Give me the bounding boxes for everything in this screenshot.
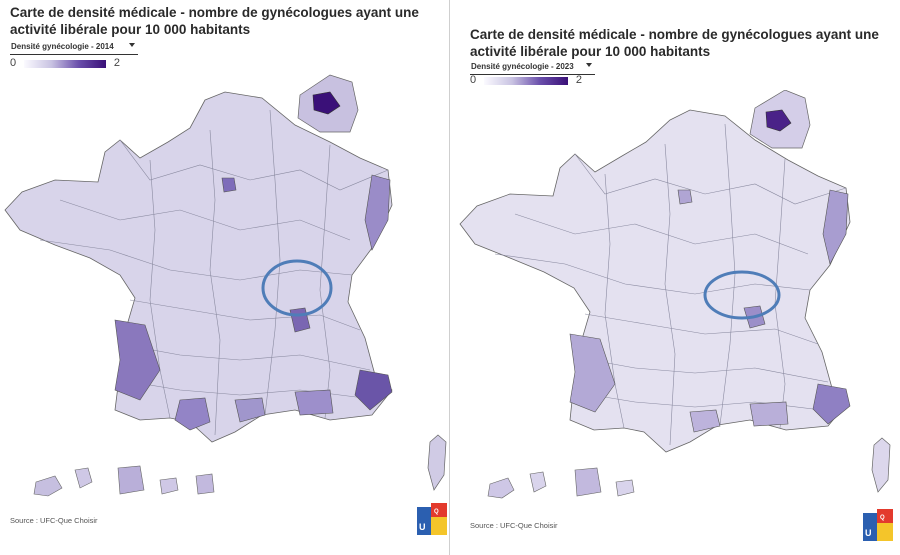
ufc-que-choisir-logo: U Q (417, 503, 447, 535)
legend-gradient-bar (484, 77, 568, 85)
svg-text:Q: Q (434, 509, 439, 515)
overseas-guyane[interactable] (117, 465, 145, 495)
region-paris-small[interactable] (677, 189, 693, 205)
legend-min-label: 0 (10, 57, 17, 69)
region-alpes-maritimes[interactable] (812, 383, 851, 425)
region-bas-rhin[interactable] (822, 189, 849, 265)
paris-region-dark[interactable] (312, 91, 341, 115)
region-herault[interactable] (234, 397, 266, 423)
corsica[interactable] (427, 434, 447, 491)
corsica[interactable] (871, 437, 891, 493)
dropdown-selected-value: Densité gynécologie - 2014 (11, 42, 114, 51)
legend-max-label: 2 (575, 74, 582, 86)
chevron-down-icon[interactable] (129, 43, 135, 47)
overseas-reunion[interactable] (615, 479, 635, 497)
highlight-circle (261, 259, 333, 317)
highlight-circle (703, 270, 781, 320)
region-gironde[interactable] (114, 319, 161, 401)
source-caption: Source : UFC-Que Choisir (10, 516, 98, 525)
svg-text:U: U (865, 528, 872, 538)
france-choropleth-map[interactable] (0, 70, 449, 510)
overseas-guadeloupe[interactable] (487, 477, 515, 499)
svg-text:U: U (419, 522, 426, 532)
overseas-mayotte[interactable] (195, 473, 215, 495)
overseas-martinique[interactable] (529, 471, 547, 493)
svg-text:Q: Q (880, 515, 885, 521)
region-paris-small[interactable] (221, 177, 237, 193)
paris-region-dark[interactable] (765, 109, 792, 132)
chevron-down-icon[interactable] (586, 63, 592, 67)
overseas-martinique[interactable] (74, 467, 93, 489)
overseas-guyane[interactable] (574, 467, 602, 497)
legend-max-label: 2 (113, 57, 120, 69)
legend-min-label: 0 (470, 74, 477, 86)
year-dropdown[interactable]: Densité gynécologie - 2014 (10, 42, 138, 55)
dropdown-selected-value: Densité gynécologie - 2023 (471, 62, 574, 71)
overseas-guadeloupe[interactable] (33, 475, 63, 497)
map-panel-2023: Carte de densité médicale - nombre de gy… (450, 0, 899, 555)
region-herault[interactable] (689, 409, 721, 433)
color-legend: 0 2 (470, 74, 582, 87)
overseas-reunion[interactable] (159, 477, 179, 495)
region-bas-rhin[interactable] (364, 174, 391, 251)
map-title: Carte de densité médicale - nombre de gy… (10, 5, 419, 37)
color-legend: 0 2 (10, 57, 120, 70)
map-panel-2014: Carte de densité médicale - nombre de gy… (0, 0, 449, 555)
source-caption: Source : UFC-Que Choisir (470, 521, 558, 530)
region-bouches-du-rhone[interactable] (294, 389, 334, 416)
region-alpes-maritimes[interactable] (354, 369, 393, 411)
france-choropleth-map[interactable] (450, 90, 899, 520)
region-gironde[interactable] (569, 333, 616, 413)
map-title: Carte de densité médicale - nombre de gy… (470, 27, 879, 59)
region-bouches-du-rhone[interactable] (749, 401, 789, 427)
departement-borders (39, 109, 389, 436)
panel-divider (449, 0, 450, 555)
ufc-que-choisir-logo: U Q (863, 509, 893, 541)
france-mainland[interactable] (459, 109, 851, 453)
france-mainland[interactable] (4, 91, 393, 443)
region-haute-garonne[interactable] (174, 397, 211, 431)
legend-gradient-bar (24, 60, 106, 68)
departement-borders (494, 123, 847, 446)
year-dropdown[interactable]: Densité gynécologie - 2023 (470, 62, 595, 75)
